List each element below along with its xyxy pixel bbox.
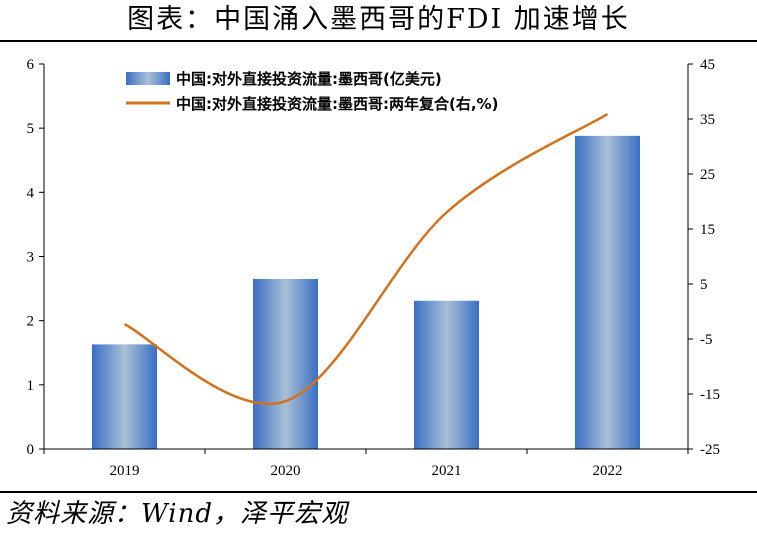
- x-tick-label: 2019: [110, 463, 140, 479]
- legend-bar-swatch: [126, 72, 170, 85]
- x-tick-label: 2022: [593, 463, 623, 479]
- legend: 中国:对外直接投资流量:墨西哥(亿美元) 中国:对外直接投资流量:墨西哥:两年复…: [126, 70, 498, 113]
- left-tick-label: 6: [27, 57, 35, 73]
- left-tick-label: 5: [27, 121, 35, 137]
- bar-2019: [92, 344, 157, 449]
- left-tick-label: 2: [27, 314, 35, 330]
- right-tick-label: 25: [700, 167, 715, 183]
- bar-2020: [253, 278, 318, 449]
- right-tick-label: -25: [700, 442, 720, 458]
- source-rule: [0, 491, 757, 493]
- bars-layer: [92, 135, 640, 449]
- right-tick-label: 15: [700, 222, 715, 238]
- right-tick-label: 5: [700, 277, 708, 293]
- right-tick-label: -5: [700, 332, 713, 348]
- left-tick-label: 4: [27, 185, 35, 201]
- growth-line: [123, 112, 609, 405]
- chart-title: 图表：中国涌入墨西哥的FDI 加速增长: [127, 4, 630, 35]
- title-rule: [0, 40, 757, 42]
- left-tick-label: 0: [27, 442, 35, 458]
- line-layer: [123, 112, 609, 405]
- right-tick-label: -15: [700, 387, 720, 403]
- left-tick-label: 1: [27, 378, 35, 394]
- bar-2022: [575, 135, 640, 449]
- x-tick-label: 2020: [271, 463, 301, 479]
- right-tick-label: 35: [700, 112, 715, 128]
- left-tick-label: 3: [27, 250, 35, 266]
- legend-bar-label: 中国:对外直接投资流量:墨西哥(亿美元): [176, 70, 442, 88]
- right-tick-label: 45: [700, 57, 715, 73]
- source-note: 资料来源：Wind，泽平宏观: [6, 499, 348, 529]
- x-tick-label: 2021: [432, 463, 462, 479]
- bar-2021: [414, 300, 479, 449]
- legend-line-label: 中国:对外直接投资流量:墨西哥:两年复合(右,%): [176, 95, 498, 113]
